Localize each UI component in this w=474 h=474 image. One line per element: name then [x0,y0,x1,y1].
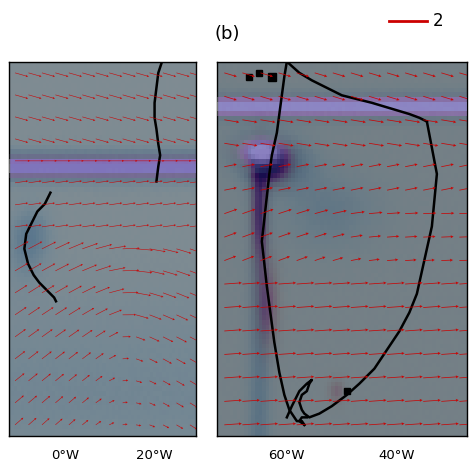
Text: (b): (b) [214,25,240,43]
Text: 20°W: 20°W [136,449,173,462]
Text: 60°W: 60°W [269,449,305,462]
Text: 2: 2 [432,12,443,30]
Text: 0°W: 0°W [51,449,79,462]
Text: 40°W: 40°W [379,449,415,462]
